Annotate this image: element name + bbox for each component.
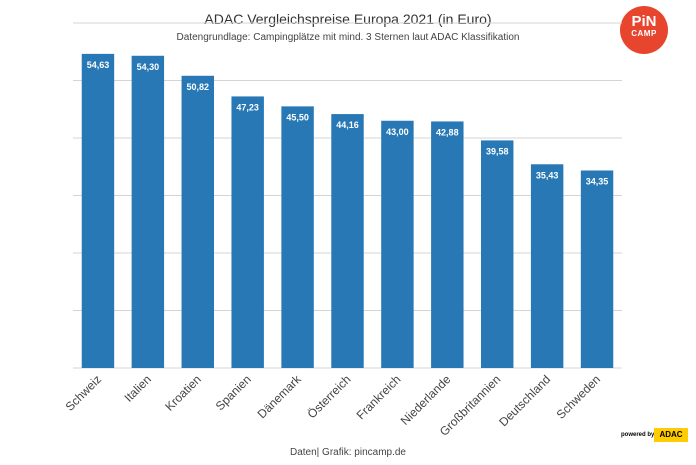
x-tick-label: Frankreich [354,372,404,422]
data-label: 39,58 [486,146,509,156]
bar [481,140,514,368]
data-label: 50,82 [187,82,210,92]
data-label: 47,23 [236,102,259,112]
x-tick-label: Dänemark [255,372,305,422]
bar [281,106,314,368]
bar [81,53,115,368]
x-tick-label: Deutschland [496,372,553,429]
data-label: 54,63 [87,60,110,70]
data-label: 45,50 [286,112,309,122]
bar [381,120,414,368]
data-label: 43,00 [386,127,409,137]
data-label: 54,30 [137,62,160,72]
chart-subtitle: Datengrundlage: Campingplätze mit mind. … [176,32,520,43]
data-label: 42,88 [436,127,459,137]
chart-source: Daten| Grafik: pincamp.de [290,447,406,458]
logo-line-1: PiN [631,13,657,30]
bar [580,170,614,368]
logo-line-2: CAMP [631,29,657,38]
x-tick-label: Kroatien [162,372,204,414]
x-tick-label: Schweden [554,372,604,422]
x-tick-label: Österreich [305,372,354,421]
powered-by-label: powered by [621,432,655,438]
bar [331,114,364,368]
bar [181,75,214,368]
x-tick-label: Schweiz [63,372,104,413]
data-label: 35,43 [536,170,559,180]
data-label: 44,16 [336,120,359,130]
bar [431,121,464,368]
data-label: 34,35 [586,176,609,186]
bar [231,96,264,369]
adac-badge: ADAC [654,428,688,442]
x-tick-label: Spanien [213,372,254,413]
pincamp-logo: PiN CAMP [620,6,668,54]
bar [131,55,165,369]
x-tick-label: Italien [121,372,154,405]
bar [530,164,564,368]
